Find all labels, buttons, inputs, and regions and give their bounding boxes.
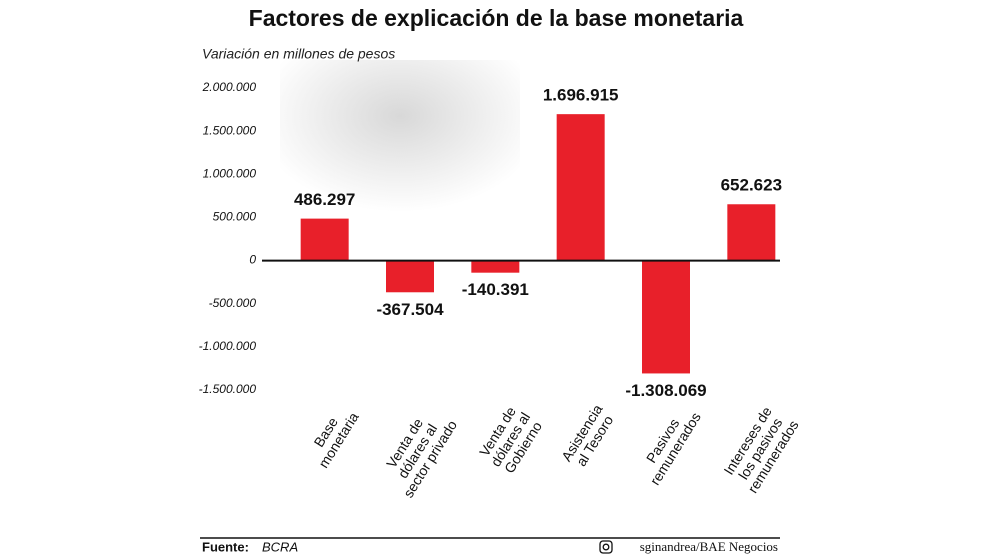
bar [386, 260, 434, 293]
value-label: -140.391 [462, 280, 529, 299]
background-photo [280, 60, 520, 220]
bar [556, 114, 605, 261]
y-tick-label: -1.500.000 [199, 382, 257, 396]
chart-subtitle: Variación en millones de pesos [202, 46, 395, 62]
y-tick-label: 500.000 [213, 210, 257, 224]
source: BCRA [262, 539, 298, 554]
value-label: -1.308.069 [625, 381, 706, 400]
bar [727, 204, 776, 261]
instagram-icon [599, 540, 613, 554]
value-label: 486.297 [294, 190, 355, 209]
y-tick-label: 1.000.000 [203, 166, 257, 180]
bar [300, 218, 349, 261]
credit: sginandrea/BAE Negocios [640, 539, 778, 554]
value-label: -367.504 [376, 300, 444, 319]
y-tick-label: -1.000.000 [199, 339, 257, 353]
value-label: 652.623 [721, 176, 782, 195]
chart-title: Factores de explicación de la base monet… [249, 5, 744, 31]
value-label: 1.696.915 [543, 86, 619, 105]
source-label: Fuente: [202, 539, 249, 554]
y-tick-label: 1.500.000 [203, 123, 257, 137]
y-tick-label: -500.000 [209, 296, 257, 310]
y-tick-label: 2.000.000 [202, 80, 257, 94]
bar [642, 260, 690, 374]
y-tick-label: 0 [249, 253, 256, 267]
bar [471, 260, 520, 273]
